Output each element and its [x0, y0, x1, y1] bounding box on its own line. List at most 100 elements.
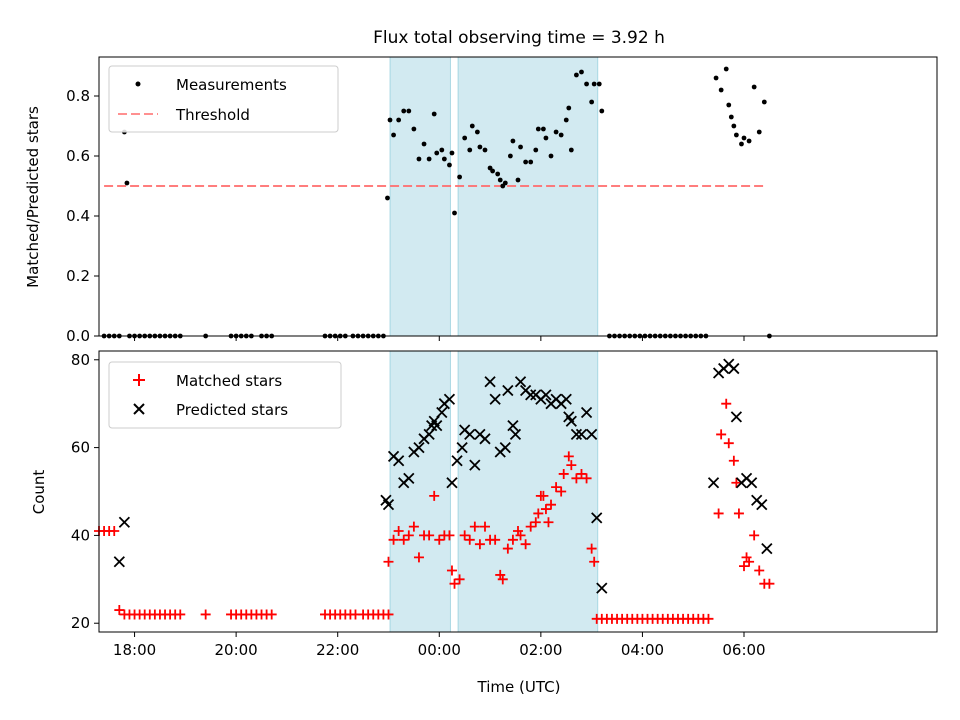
matched-star-point [507, 534, 518, 545]
y-tick-label: 0.6 [66, 147, 90, 165]
measurement-point [452, 210, 457, 216]
y-tick-label: 0.4 [66, 207, 90, 225]
predicted-star-point [730, 411, 743, 423]
chart-title: Flux total observing time = 3.92 h [373, 28, 665, 48]
bottom-panel: 18:00 20:00 22:00 00:00 02:00 04:00 06:00 20 40… [30, 350, 938, 696]
measurement-point [462, 135, 468, 141]
x-tick-label: 00:00 [418, 641, 461, 659]
matched-star-point [413, 552, 424, 563]
matched-star-point [449, 578, 460, 589]
matched-star-point [403, 530, 414, 541]
matched-star-point [556, 486, 567, 497]
measurement-point [467, 147, 473, 153]
x-tick-label: 20:00 [215, 641, 258, 659]
matched-star-point [398, 534, 409, 545]
legend-predicted-label: Predicted stars [176, 401, 288, 419]
y-tick-label: 20 [71, 614, 90, 632]
matched-star-point [424, 530, 435, 541]
measurement-point [416, 156, 422, 162]
measurement-point [490, 168, 496, 174]
bottom-y-axis: 20 40 60 80 [71, 351, 99, 632]
measurement-point [401, 108, 407, 114]
matched-star-point [525, 521, 536, 532]
predicted-star-point [728, 362, 740, 375]
legend-matched-label: Matched stars [176, 372, 282, 390]
matched-star-point [538, 490, 549, 501]
predicted-star-point [499, 441, 511, 454]
predicted-star-point [745, 477, 758, 489]
measurement-point [589, 99, 595, 105]
measurement-point [502, 180, 508, 186]
measurement-point [497, 177, 503, 183]
matched-star-point [474, 539, 485, 550]
y-tick-label: 80 [71, 351, 90, 369]
matched-star-point [731, 477, 742, 488]
measurement-point [515, 177, 521, 183]
measurement-point [751, 84, 757, 90]
predicted-star-point [514, 376, 527, 388]
shaded-interval [457, 56, 599, 337]
measurement-point [548, 153, 554, 159]
measurement-point [528, 159, 534, 165]
matched-star-point [408, 521, 419, 532]
measurement-point [441, 156, 447, 162]
y-tick-label: 60 [71, 439, 90, 457]
measurement-point [713, 75, 719, 81]
measurement-point [718, 87, 724, 93]
legend-predicted-marker [133, 403, 145, 415]
shaded-interval [389, 350, 451, 633]
measurement-point [391, 132, 396, 138]
measurement-point [535, 126, 541, 132]
matched-star-point [764, 578, 775, 589]
predicted-star-point [443, 393, 456, 405]
bottom-y-axis-label: Count [30, 470, 48, 515]
matched-star-point [571, 473, 582, 484]
predicted-star-point [382, 499, 395, 511]
predicted-star-point [591, 512, 603, 524]
legend-measurements-label: Measurements [176, 76, 287, 94]
predicted-star-point [464, 428, 476, 441]
measurement-point [385, 195, 390, 201]
matched-star-point [459, 530, 470, 541]
bottom-shaded-regions [389, 350, 599, 633]
predicted-star-point [580, 406, 593, 419]
measurement-point [439, 147, 445, 153]
measurement-point [518, 144, 523, 150]
measurement-point [396, 117, 402, 123]
measurement-point [746, 138, 752, 144]
matched-star-point [446, 565, 457, 576]
measurement-point [756, 129, 762, 135]
matched-star-point [454, 574, 465, 585]
shaded-interval [389, 56, 451, 337]
measurement-point [574, 72, 579, 78]
matched-star-point [479, 521, 490, 532]
measurement-point [723, 66, 729, 72]
matched-star-point [464, 534, 475, 545]
predicted-star-point [507, 420, 519, 432]
measurement-point [495, 171, 501, 177]
matched-star-point [703, 613, 714, 624]
matched-star-point [429, 490, 440, 501]
measurement-point [387, 117, 393, 123]
measurement-point [728, 114, 734, 120]
matched-star-point [469, 521, 480, 532]
predicted-star-point [502, 384, 514, 397]
measurement-point [477, 144, 483, 150]
predicted-star-point [431, 420, 443, 432]
predicted-star-point [413, 441, 425, 454]
measurement-point [449, 150, 455, 156]
x-tick-label: 18:00 [113, 641, 156, 659]
matched-star-point [723, 438, 734, 449]
matched-star-point [713, 508, 724, 519]
matched-star-point [543, 517, 554, 528]
x-tick-label: 02:00 [519, 641, 562, 659]
matched-star-point [497, 574, 508, 585]
predicted-star-point [756, 499, 768, 511]
matched-star-point [530, 517, 541, 528]
measurement-point [726, 102, 732, 108]
measurement-point [421, 141, 427, 147]
measurement-point [533, 147, 539, 153]
predicted-star-point [403, 472, 415, 484]
legend-measurements-marker [135, 81, 141, 87]
